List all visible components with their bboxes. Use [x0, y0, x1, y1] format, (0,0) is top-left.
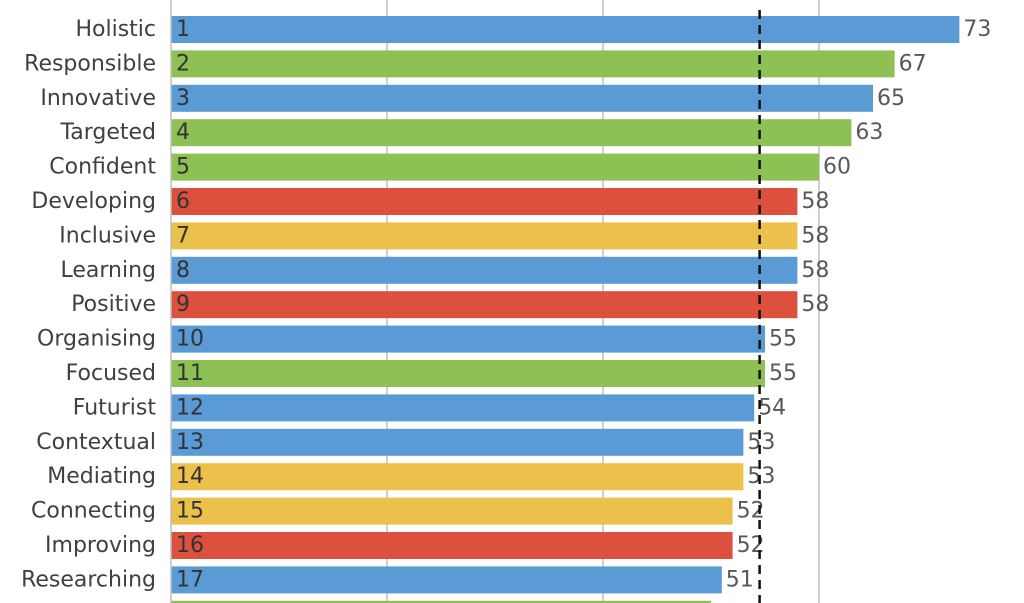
- category-label: Targeted: [59, 120, 156, 145]
- bar-holistic: [171, 16, 960, 43]
- value-label: 54: [758, 395, 786, 420]
- category-label: Focused: [66, 361, 156, 386]
- rank-label: 11: [176, 361, 204, 386]
- category-label: Confident: [49, 155, 156, 180]
- overlay: [170, 0, 761, 603]
- value-label: 53: [747, 464, 775, 489]
- rank-label: 7: [176, 223, 190, 248]
- value-label: 67: [899, 51, 927, 76]
- rank-label: 4: [176, 120, 190, 145]
- category-label: Mediating: [47, 464, 156, 489]
- rank-label: 3: [176, 86, 190, 111]
- rank-label: 6: [176, 189, 190, 214]
- value-label: 58: [801, 189, 829, 214]
- category-label: Innovative: [40, 86, 156, 111]
- value-label: 60: [823, 155, 851, 180]
- category-label: Learning: [60, 258, 156, 283]
- value-label: 73: [963, 17, 991, 42]
- category-label: Inclusive: [59, 223, 156, 248]
- value-label: 63: [855, 120, 883, 145]
- rank-label: 5: [176, 155, 190, 180]
- bar-confident: [171, 153, 819, 181]
- bar-partial: [171, 600, 711, 603]
- bar-innovative: [171, 84, 873, 112]
- rank-label: 9: [176, 292, 190, 317]
- bar-targeted: [171, 119, 852, 147]
- bar-inclusive: [171, 222, 798, 250]
- rank-label: 14: [176, 464, 204, 489]
- category-label: Improving: [45, 533, 156, 558]
- bar-contextual: [171, 428, 744, 456]
- bar-researching: [171, 566, 722, 594]
- value-label: 65: [877, 86, 905, 111]
- category-label: Developing: [31, 189, 156, 214]
- rank-label: 12: [176, 395, 204, 420]
- category-label: Responsible: [24, 51, 156, 76]
- category-label: Futurist: [73, 395, 157, 420]
- category-label: Researching: [21, 567, 156, 592]
- bar-responsible: [171, 50, 895, 78]
- bar-mediating: [171, 463, 744, 491]
- value-label: 55: [769, 361, 797, 386]
- category-label: Contextual: [36, 430, 156, 455]
- rank-label: 16: [176, 533, 204, 558]
- value-label: 58: [801, 258, 829, 283]
- value-label: 58: [801, 223, 829, 248]
- bar-positive: [171, 291, 798, 319]
- value-label: 53: [747, 430, 775, 455]
- bars: [171, 16, 960, 603]
- bar-connecting: [171, 497, 733, 525]
- rank-label: 10: [176, 327, 204, 352]
- value-label: 58: [801, 292, 829, 317]
- rank-label: 8: [176, 258, 190, 283]
- category-label: Organising: [37, 327, 156, 352]
- rank-label: 1: [176, 17, 190, 42]
- bar-developing: [171, 188, 798, 215]
- category-label: Connecting: [31, 499, 156, 524]
- bar-focused: [171, 360, 765, 387]
- rank-label: 2: [176, 51, 190, 76]
- bar-improving: [171, 532, 733, 559]
- rank-label: 15: [176, 499, 204, 524]
- category-label: Holistic: [75, 17, 156, 42]
- category-labels: Holistic Responsible Innovative Targeted Con…: [21, 17, 156, 592]
- rank-label: 13: [176, 430, 204, 455]
- bar-futurist: [171, 394, 755, 422]
- value-label: 51: [726, 567, 754, 592]
- value-label: 55: [769, 327, 797, 352]
- category-label: Positive: [71, 292, 156, 317]
- bar-learning: [171, 256, 798, 284]
- bar-organising: [171, 325, 765, 353]
- rank-label: 17: [176, 567, 204, 592]
